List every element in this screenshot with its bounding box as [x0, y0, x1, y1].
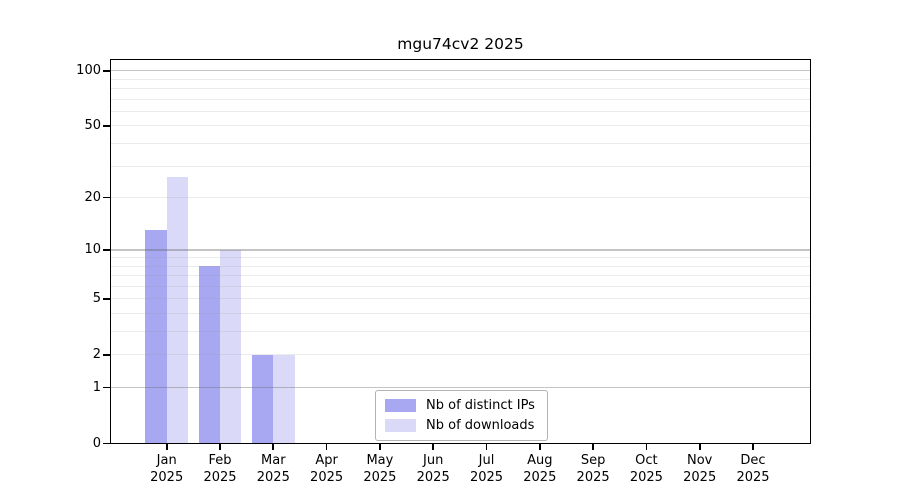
x-tick-label-apr: Apr 2025 [310, 453, 344, 485]
major-gridline-100 [110, 69, 811, 72]
major-gridline-1 [110, 386, 811, 389]
y-tick-10 [103, 248, 110, 251]
y-tick-label-1: 1 [92, 379, 101, 395]
minor-gridline-8 [110, 265, 811, 267]
plot-area [110, 59, 811, 444]
y-tick-1 [103, 386, 110, 389]
y-tick-label-10: 10 [84, 241, 101, 257]
x-tick-label-nov: Nov 2025 [683, 453, 717, 485]
bar-downloads-jan [166, 177, 188, 444]
minor-gridline-50 [110, 125, 811, 127]
minor-gridline-90 [110, 78, 811, 80]
minor-gridline-20 [110, 197, 811, 199]
minor-gridline-6 [110, 285, 811, 287]
bar-downloads-mar [273, 354, 295, 444]
minor-gridline-60 [110, 110, 811, 112]
x-tick-label-jun: Jun 2025 [416, 453, 450, 485]
y-tick-label-2: 2 [92, 346, 101, 362]
legend: Nb of distinct IPs Nb of downloads [375, 390, 548, 441]
bar-distinct-ips-feb [198, 266, 220, 444]
x-tick-label-aug: Aug 2025 [523, 453, 557, 485]
x-tick-label-feb: Feb 2025 [203, 453, 237, 485]
x-tick-sep [592, 444, 594, 450]
y-tick-label-0: 0 [92, 435, 101, 451]
y-tick-100 [103, 69, 110, 72]
y-tick-20 [103, 196, 110, 199]
x-tick-jun [432, 444, 435, 450]
x-tick-label-mar: Mar 2025 [256, 453, 290, 485]
x-tick-nov [698, 444, 701, 450]
major-gridline-10 [110, 249, 811, 251]
minor-gridline-3 [110, 331, 811, 333]
y-tick-label-20: 20 [84, 189, 101, 205]
x-tick-label-jan: Jan 2025 [150, 453, 184, 485]
x-tick-mar [272, 444, 275, 450]
legend-label-distinct-ips: Nb of distinct IPs [426, 398, 535, 413]
minor-gridline-4 [110, 312, 811, 314]
y-tick-label-100: 100 [76, 62, 101, 78]
y-tick-2 [103, 353, 110, 356]
minor-gridline-70 [110, 98, 811, 100]
minor-gridline-80 [110, 88, 811, 90]
legend-swatch-distinct-ips [385, 399, 416, 412]
x-tick-label-sep: Sep 2025 [576, 453, 610, 485]
minor-gridline-9 [110, 257, 811, 258]
x-tick-oct [645, 444, 648, 450]
minor-gridline-40 [110, 143, 811, 145]
y-tick-0 [103, 442, 110, 445]
legend-label-downloads: Nb of downloads [426, 418, 535, 433]
y-tick-5 [103, 297, 110, 300]
x-tick-jan [165, 444, 168, 450]
minor-gridline-5 [110, 298, 811, 300]
x-tick-label-may: May 2025 [363, 453, 397, 485]
bar-downloads-feb [220, 249, 242, 444]
y-tick-label-5: 5 [92, 290, 101, 306]
legend-item-distinct-ips: Nb of distinct IPs [385, 398, 535, 413]
bar-distinct-ips-mar [252, 354, 274, 444]
y-tick-50 [103, 124, 110, 127]
legend-swatch-downloads [385, 419, 416, 432]
x-tick-label-jul: Jul 2025 [469, 453, 504, 485]
x-tick-dec [752, 444, 754, 450]
x-tick-jul [485, 444, 488, 450]
minor-gridline-30 [110, 165, 811, 167]
minor-gridline-7 [110, 275, 811, 277]
legend-item-downloads: Nb of downloads [385, 418, 535, 433]
y-tick-label-50: 50 [84, 117, 101, 133]
x-tick-apr [325, 444, 328, 450]
x-tick-label-dec: Dec 2025 [736, 453, 770, 485]
minor-gridline-2 [110, 354, 811, 356]
chart-title: mgu74cv2 2025 [397, 35, 524, 53]
x-tick-may [379, 444, 381, 450]
x-tick-aug [538, 444, 541, 450]
x-tick-label-oct: Oct 2025 [629, 453, 663, 485]
x-tick-feb [219, 444, 221, 450]
bar-distinct-ips-jan [145, 230, 167, 444]
